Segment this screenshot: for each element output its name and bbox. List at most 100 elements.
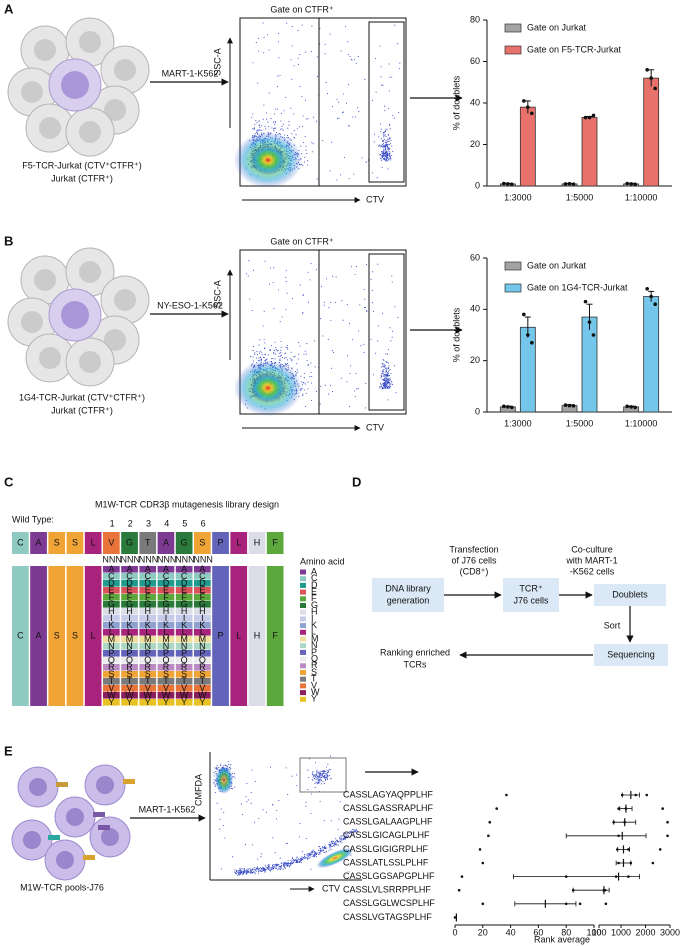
flow-x-label: CTV	[366, 422, 384, 432]
flow-event	[257, 872, 259, 874]
flow-event	[380, 374, 382, 376]
gate	[368, 21, 405, 183]
tcr-label: CASSLGASSRAPLHF	[343, 803, 434, 813]
flow-event	[278, 355, 280, 357]
library-cell	[121, 601, 138, 608]
flow-event	[387, 382, 389, 384]
flow-event	[315, 774, 317, 776]
flow-title: Gate on CTFR⁺	[270, 236, 334, 246]
library-letter: P	[108, 648, 114, 658]
legend-label: M	[311, 633, 319, 643]
library-letter: P	[218, 630, 224, 640]
library-cell	[157, 580, 175, 587]
library-letter: N	[145, 641, 152, 651]
flow-event	[330, 319, 332, 321]
y-axis-label: % of doublets	[451, 307, 461, 362]
flow-event	[389, 155, 391, 157]
flow-event	[275, 867, 277, 869]
legend-swatch	[300, 676, 306, 682]
flow-event	[301, 381, 303, 383]
library-cell	[121, 594, 138, 601]
library-cell	[157, 643, 175, 650]
flow-event	[239, 874, 241, 876]
library-column	[212, 566, 229, 706]
flow-event	[235, 872, 237, 874]
flow-event	[394, 306, 396, 308]
flow-event	[383, 379, 385, 382]
flow-event	[309, 853, 311, 855]
flow-event	[386, 140, 388, 142]
flow-event	[245, 871, 247, 873]
library-cell	[139, 580, 157, 587]
flow-event	[322, 775, 324, 777]
flow-event	[321, 774, 323, 776]
flow-event	[285, 281, 287, 283]
flow-event	[307, 769, 309, 771]
flow-event	[325, 779, 327, 782]
legend-swatch	[300, 596, 306, 602]
flow-event	[319, 853, 321, 855]
flow-event	[317, 781, 320, 783]
flow-event	[387, 152, 389, 154]
legend-label: E	[311, 586, 317, 596]
flow-event	[294, 137, 296, 139]
flow-event	[256, 122, 258, 124]
flow-event	[349, 831, 351, 833]
flow-event	[275, 353, 277, 355]
flow-event	[385, 387, 387, 389]
tcr-label: CASSLVLSRRPPLHF	[343, 885, 431, 895]
residue-letter: H	[254, 537, 261, 547]
flow-event	[389, 124, 391, 127]
library-letter: I	[110, 613, 113, 623]
flow-event	[291, 78, 293, 80]
library-letter: V	[199, 683, 205, 693]
data-point	[522, 312, 526, 317]
flow-event	[322, 771, 324, 773]
data-point	[629, 182, 633, 186]
flow-event	[263, 869, 265, 871]
flow-event	[389, 142, 392, 145]
flow-event	[307, 160, 309, 162]
flow-event	[304, 857, 306, 859]
flow-event	[381, 144, 383, 146]
residue-letter: C	[17, 537, 24, 547]
flow-event	[382, 151, 385, 154]
flow-event	[330, 820, 332, 822]
flow-event	[219, 828, 221, 830]
flow-event	[347, 84, 349, 86]
flow-event	[263, 867, 266, 869]
residue-box	[103, 532, 120, 554]
bar	[643, 77, 660, 187]
flow-event	[384, 160, 387, 162]
flow-event	[267, 867, 269, 869]
legend-swatch	[300, 569, 306, 575]
flow-event	[296, 856, 298, 858]
library-letter: I	[183, 613, 186, 623]
library-letter: C	[17, 630, 24, 640]
flow-event	[285, 767, 287, 769]
flow-event	[319, 772, 321, 774]
library-letter: W	[144, 690, 153, 700]
flow-event	[318, 774, 320, 776]
residue-box	[139, 532, 157, 554]
flow-event	[388, 108, 390, 110]
flow-event	[279, 321, 281, 323]
flow-event	[322, 335, 324, 337]
flow-event	[258, 867, 260, 870]
flow-event	[319, 770, 321, 772]
flow-event	[291, 775, 293, 777]
flow-event	[388, 147, 390, 149]
workflow-node-label: DNA library	[385, 583, 431, 593]
flow-event	[260, 868, 263, 870]
library-cell	[139, 657, 157, 664]
flow-event	[380, 377, 382, 379]
flow-event	[272, 868, 275, 870]
library-letter: W	[125, 690, 134, 700]
flow-event	[364, 298, 366, 300]
cells-label: Jurkat (CTFR⁺)	[51, 405, 113, 415]
flow-event	[258, 120, 260, 122]
library-cell	[121, 678, 138, 685]
flow-event	[383, 375, 385, 377]
residue-letter: T	[145, 537, 151, 547]
flow-event	[296, 128, 298, 130]
